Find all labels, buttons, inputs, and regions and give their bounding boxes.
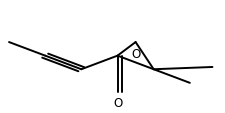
Text: O: O	[112, 97, 122, 109]
Text: O: O	[130, 47, 140, 60]
